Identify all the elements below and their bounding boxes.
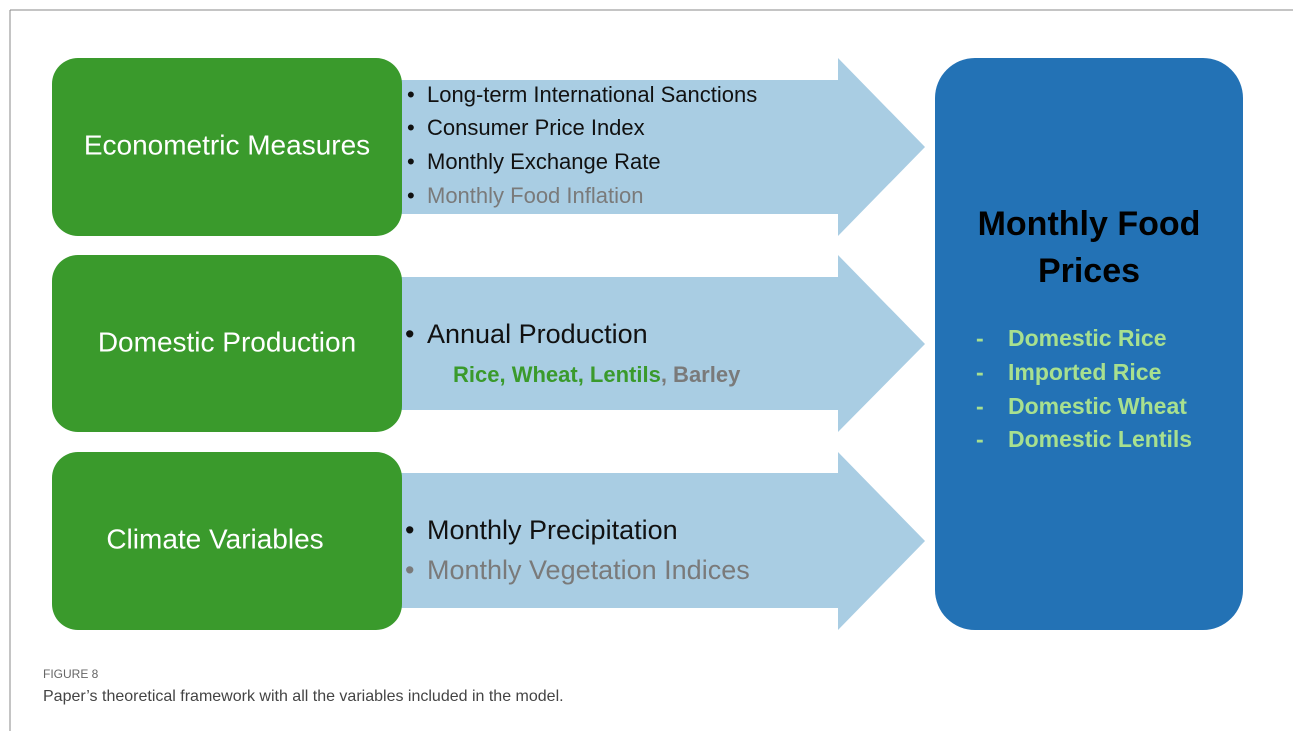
item: Annual Production <box>427 319 648 349</box>
group-box <box>52 255 402 432</box>
target-title: Prices <box>1038 252 1140 290</box>
dash: - <box>976 393 984 419</box>
arrow <box>400 255 925 432</box>
dash: - <box>976 359 984 385</box>
item: Consumer Price Index <box>427 115 645 140</box>
crops: Rice, Wheat, Lentils, Barley <box>453 362 741 387</box>
caption-text: Paper’s theoretical framework with all t… <box>43 688 564 705</box>
target-title: Monthly Food <box>978 205 1201 243</box>
dash: - <box>976 325 984 351</box>
bullets: • Long-term International Sanctions • Co… <box>405 82 757 585</box>
bullet: • <box>407 82 415 107</box>
arrows <box>400 58 925 630</box>
bullet: • <box>407 115 415 140</box>
dash: - <box>976 426 984 452</box>
bullet: • <box>405 319 414 349</box>
item: Long-term International Sanctions <box>427 82 757 107</box>
arrow <box>400 452 925 630</box>
arrow <box>400 58 925 236</box>
group-label: Climate Variables <box>106 523 323 554</box>
item: Monthly Vegetation Indices <box>427 555 750 585</box>
group-boxes <box>52 58 402 630</box>
item: Monthly Exchange Rate <box>427 149 661 174</box>
bullet: • <box>405 515 414 545</box>
target-item: Domestic Rice <box>1008 325 1167 351</box>
item: Monthly Precipitation <box>427 515 678 545</box>
target-item: Domestic Wheat <box>1008 393 1187 419</box>
bullet: • <box>405 555 414 585</box>
target-item: Imported Rice <box>1008 359 1161 385</box>
group-label: Econometric Measures <box>84 129 370 160</box>
target-items: - Domestic Rice - Imported Rice - Domest… <box>976 325 1192 452</box>
target-item: Domestic Lentils <box>1008 426 1192 452</box>
crops-main: Rice, Wheat, Lentils <box>453 362 661 387</box>
group-label: Domestic Production <box>98 326 356 357</box>
group-box <box>52 452 402 630</box>
caption-label: FIGURE 8 <box>43 667 99 681</box>
crops-other: , Barley <box>661 362 741 387</box>
item: Monthly Food Inflation <box>427 183 643 208</box>
group-box <box>52 58 402 236</box>
target-box <box>935 58 1243 630</box>
bullet: • <box>407 183 415 208</box>
bullet: • <box>407 149 415 174</box>
